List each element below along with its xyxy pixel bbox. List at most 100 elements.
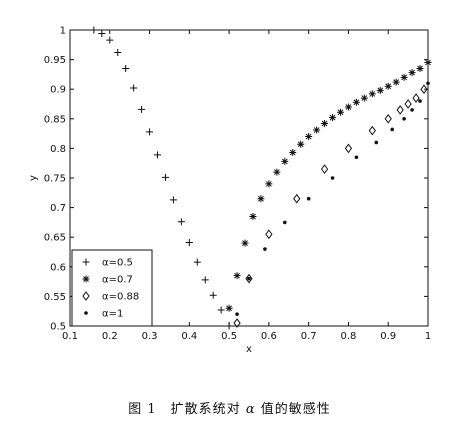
- legend-marker-1: [82, 258, 90, 266]
- data-point-series-1: [138, 105, 146, 113]
- y-tick-label: 0.75: [44, 174, 66, 185]
- data-point-series-3: [233, 318, 241, 328]
- y-tick-label: 0.85: [44, 114, 66, 125]
- data-point-series-2: [321, 120, 329, 128]
- data-point-series-2: [344, 103, 352, 111]
- data-point-series-1: [217, 306, 225, 314]
- y-tick-label: 0.9: [50, 85, 66, 96]
- x-tick-label: 0.3: [142, 331, 158, 342]
- data-point-series-1: [161, 173, 169, 181]
- figure-caption: 图 1 扩散系统对 α 值的敏感性: [0, 398, 459, 417]
- legend-label-2: α=0.7: [102, 275, 133, 286]
- legend-marker-2: [82, 275, 90, 283]
- x-tick-label: 0.1: [62, 331, 78, 342]
- data-point-series-2: [257, 195, 265, 203]
- data-point-series-1: [106, 36, 114, 44]
- data-point-series-1: [98, 30, 106, 38]
- data-point-series-3: [368, 125, 376, 136]
- chart: 0.1 0.2 0.3 0.4 0.5 0.6 0.7 0.8 0.9 1 0.5 0.55 0.6 0.…: [28, 26, 432, 355]
- data-point-series-4: [263, 247, 267, 251]
- x-tick-label: 0.4: [181, 331, 197, 342]
- data-point-series-1: [114, 48, 122, 56]
- data-point-series-4: [390, 127, 395, 132]
- data-point-series-2: [273, 168, 281, 176]
- data-point-series-2: [297, 140, 305, 148]
- data-point-series-2: [384, 82, 392, 90]
- data-point-series-2: [289, 149, 297, 157]
- data-point-series-1: [169, 196, 177, 204]
- data-point-series-1: [201, 276, 209, 284]
- data-point-series-3: [420, 84, 428, 95]
- data-point-series-3: [320, 164, 329, 174]
- data-point-series-2: [416, 64, 424, 72]
- data-point-series-3: [245, 273, 253, 284]
- data-point-series-2: [368, 90, 376, 98]
- x-tick-label: 0.9: [380, 331, 396, 342]
- y-axis-label: y: [28, 175, 39, 181]
- x-tick-label: 0.5: [221, 331, 237, 342]
- data-point-series-2: [376, 86, 384, 94]
- legend-marker-3: [82, 291, 90, 301]
- caption-prefix: 图 1 扩散系统对: [128, 402, 246, 417]
- legend-label-4: α=1: [102, 309, 123, 320]
- data-point-series-2: [249, 212, 257, 220]
- data-point-series-2: [424, 59, 432, 67]
- y-tick-label: 0.8: [50, 144, 66, 155]
- caption-alpha-symbol: α: [245, 402, 256, 417]
- y-tick-label: 0.5: [50, 322, 66, 333]
- data-point-series-2: [313, 126, 321, 134]
- data-point-series-1: [193, 258, 201, 266]
- data-point-series-3: [265, 229, 273, 240]
- data-point-series-4: [235, 312, 239, 316]
- data-point-series-1: [154, 151, 162, 159]
- data-point-series-4: [402, 117, 406, 121]
- y-tick-label: 0.7: [50, 203, 66, 214]
- data-point-series-4: [426, 81, 430, 86]
- data-point-series-1: [185, 239, 193, 247]
- data-point-series-1: [225, 322, 233, 330]
- y-tick-label: 1: [60, 26, 66, 37]
- legend-marker-4: [84, 311, 88, 315]
- x-tick-label: 0.2: [102, 331, 118, 342]
- data-point-series-1: [146, 128, 154, 136]
- x-tick-label: 0.7: [301, 331, 317, 342]
- data-point-series-1: [209, 291, 217, 299]
- data-point-series-3: [344, 143, 353, 154]
- data-point-series-1: [90, 26, 98, 34]
- legend-label-3: α=0.88: [102, 292, 139, 303]
- data-point-series-2: [233, 272, 241, 280]
- data-point-series-4: [410, 108, 414, 112]
- data-point-series-2: [400, 73, 408, 81]
- data-point-series-1: [122, 64, 130, 72]
- x-axis-label: x: [246, 344, 252, 355]
- caption-suffix: 值的敏感性: [255, 402, 331, 417]
- data-point-series-3: [404, 99, 412, 109]
- legend-label-1: α=0.5: [102, 258, 133, 269]
- data-point-series-1: [177, 218, 185, 226]
- data-point-series-3: [396, 105, 404, 115]
- x-tick-label: 0.6: [261, 331, 277, 342]
- y-tick-label: 0.55: [44, 292, 66, 303]
- y-tick-label: 0.65: [44, 233, 66, 244]
- y-tick-label: 0.95: [44, 55, 66, 66]
- data-point-series-2: [336, 108, 344, 116]
- data-point-series-4: [330, 176, 335, 180]
- data-point-series-4: [306, 196, 311, 201]
- data-point-series-4: [247, 276, 251, 281]
- data-point-series-2: [392, 78, 400, 86]
- data-point-series-2: [305, 133, 313, 141]
- data-point-series-2: [329, 114, 337, 122]
- x-tick-label: 1: [425, 331, 431, 342]
- data-point-series-2: [225, 304, 233, 312]
- data-point-series-3: [384, 113, 392, 124]
- data-point-series-2: [408, 69, 416, 77]
- data-point-series-4: [283, 220, 287, 225]
- data-point-series-2: [352, 98, 360, 106]
- data-point-series-4: [418, 99, 422, 103]
- data-point-series-2: [241, 239, 249, 247]
- data-point-series-2: [265, 180, 273, 188]
- y-tick-label: 0.6: [50, 262, 66, 273]
- data-point-series-3: [293, 193, 301, 204]
- x-tick-label: 0.8: [340, 331, 356, 342]
